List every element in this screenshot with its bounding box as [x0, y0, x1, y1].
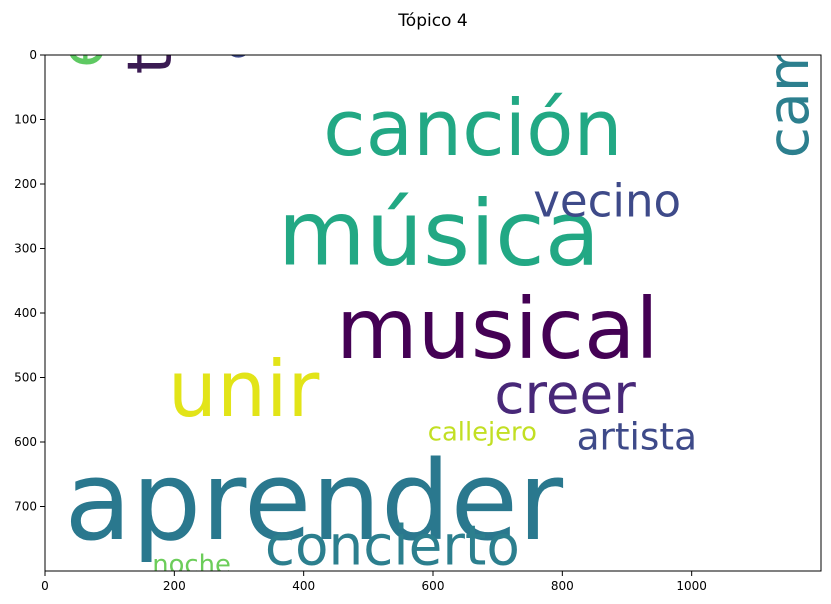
y-tick-label-400: 400 [14, 306, 37, 320]
y-tick-label-200: 200 [14, 177, 37, 191]
word-cambiar: cambiar [756, 0, 822, 158]
chart-title: Tópico 4 [397, 11, 467, 31]
word-callejero: callejero [428, 418, 537, 448]
word-amigo: amigo [190, 0, 265, 62]
word-artista: artista [577, 415, 697, 459]
y-tick-label-100: 100 [14, 113, 37, 127]
y-tick-label-500: 500 [14, 371, 37, 385]
y-tick-label-0: 0 [29, 48, 37, 62]
x-tick-label-0: 0 [41, 579, 49, 593]
y-tick-label-600: 600 [14, 435, 37, 449]
word-noche: noche [152, 550, 231, 580]
word-aprender: aprender [64, 437, 564, 565]
y-axis: 0 100 200 300 400 500 600 700 [14, 48, 45, 514]
word-enseñar: enseñar [47, 0, 118, 68]
x-tick-label-200: 200 [163, 579, 186, 593]
x-tick-label-800: 800 [551, 579, 574, 593]
word-unir: unir [168, 345, 320, 435]
x-tick-label-600: 600 [422, 579, 445, 593]
plot-area [45, 55, 821, 571]
word-musical: musical [336, 280, 659, 378]
word-canción: canción [323, 84, 622, 174]
x-tick-label-400: 400 [292, 579, 315, 593]
word-vecino: vecino [533, 174, 681, 227]
word-música: música [278, 182, 600, 287]
y-tick-label-700: 700 [14, 500, 37, 514]
word-tocar: tocar [115, 0, 186, 74]
word-creer: creer [494, 362, 636, 426]
x-tick-label-1000: 1000 [676, 579, 707, 593]
word-concierto: concierto [265, 514, 520, 578]
y-tick-label-300: 300 [14, 242, 37, 256]
x-axis: 0 200 400 600 800 1000 [41, 571, 707, 593]
